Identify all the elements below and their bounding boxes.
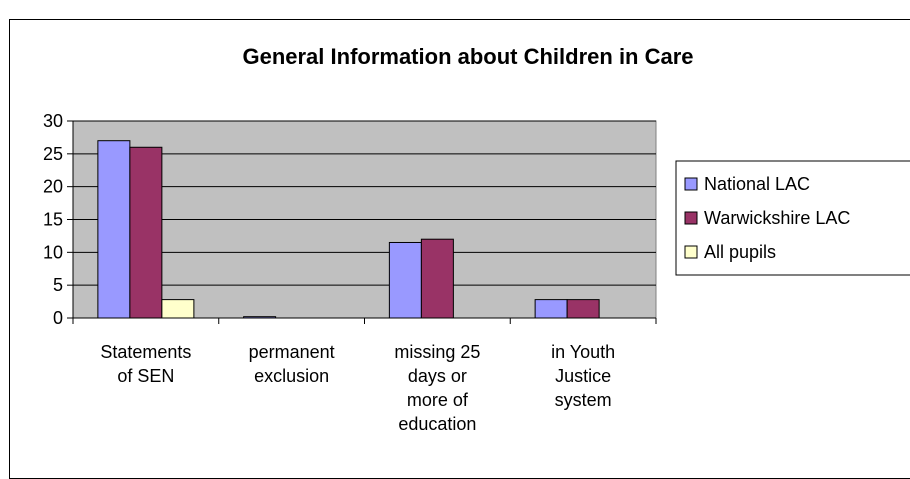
bar — [534, 299, 568, 319]
x-tick-label: exclusion — [254, 366, 329, 386]
x-tick-label: in Youth — [551, 342, 615, 362]
bar — [97, 140, 131, 319]
bar — [161, 299, 195, 319]
legend-label: All pupils — [704, 242, 776, 262]
x-tick-label: more of — [407, 390, 469, 410]
y-tick-label: 15 — [43, 210, 63, 230]
legend-swatch — [684, 177, 698, 191]
y-tick-label: 10 — [43, 242, 63, 262]
chart: General Information about Children in Ca… — [43, 44, 910, 434]
x-tick-label: system — [555, 390, 612, 410]
y-tick-label: 0 — [53, 308, 63, 328]
x-tick-label: missing 25 — [394, 342, 480, 362]
x-tick-label: Statements — [100, 342, 191, 362]
x-tick-label: permanent — [249, 342, 335, 362]
bar — [129, 146, 163, 319]
bar — [243, 316, 277, 319]
bar — [388, 241, 422, 319]
legend-label: National LAC — [704, 174, 810, 194]
x-tick-label: days or — [408, 366, 467, 386]
y-tick-label: 20 — [43, 177, 63, 197]
y-tick-label: 25 — [43, 144, 63, 164]
x-tick-label: of SEN — [117, 366, 174, 386]
legend-label: Warwickshire LAC — [704, 208, 850, 228]
plot-area: 0 5 10 15 20 25 30 Statements of SEN permanent exc… — [43, 111, 657, 434]
chart-title: General Information about Children in Ca… — [242, 44, 693, 69]
x-tick-label: Justice — [555, 366, 611, 386]
x-tick-label: education — [398, 414, 476, 434]
legend: National LAC Warwickshire LAC All pupils — [675, 160, 910, 276]
y-tick-label: 5 — [53, 275, 63, 295]
bar — [420, 238, 454, 319]
legend-swatch — [684, 245, 698, 259]
bar — [566, 299, 600, 319]
y-tick-label: 30 — [43, 111, 63, 131]
legend-box — [675, 160, 910, 276]
legend-swatch — [684, 211, 698, 225]
